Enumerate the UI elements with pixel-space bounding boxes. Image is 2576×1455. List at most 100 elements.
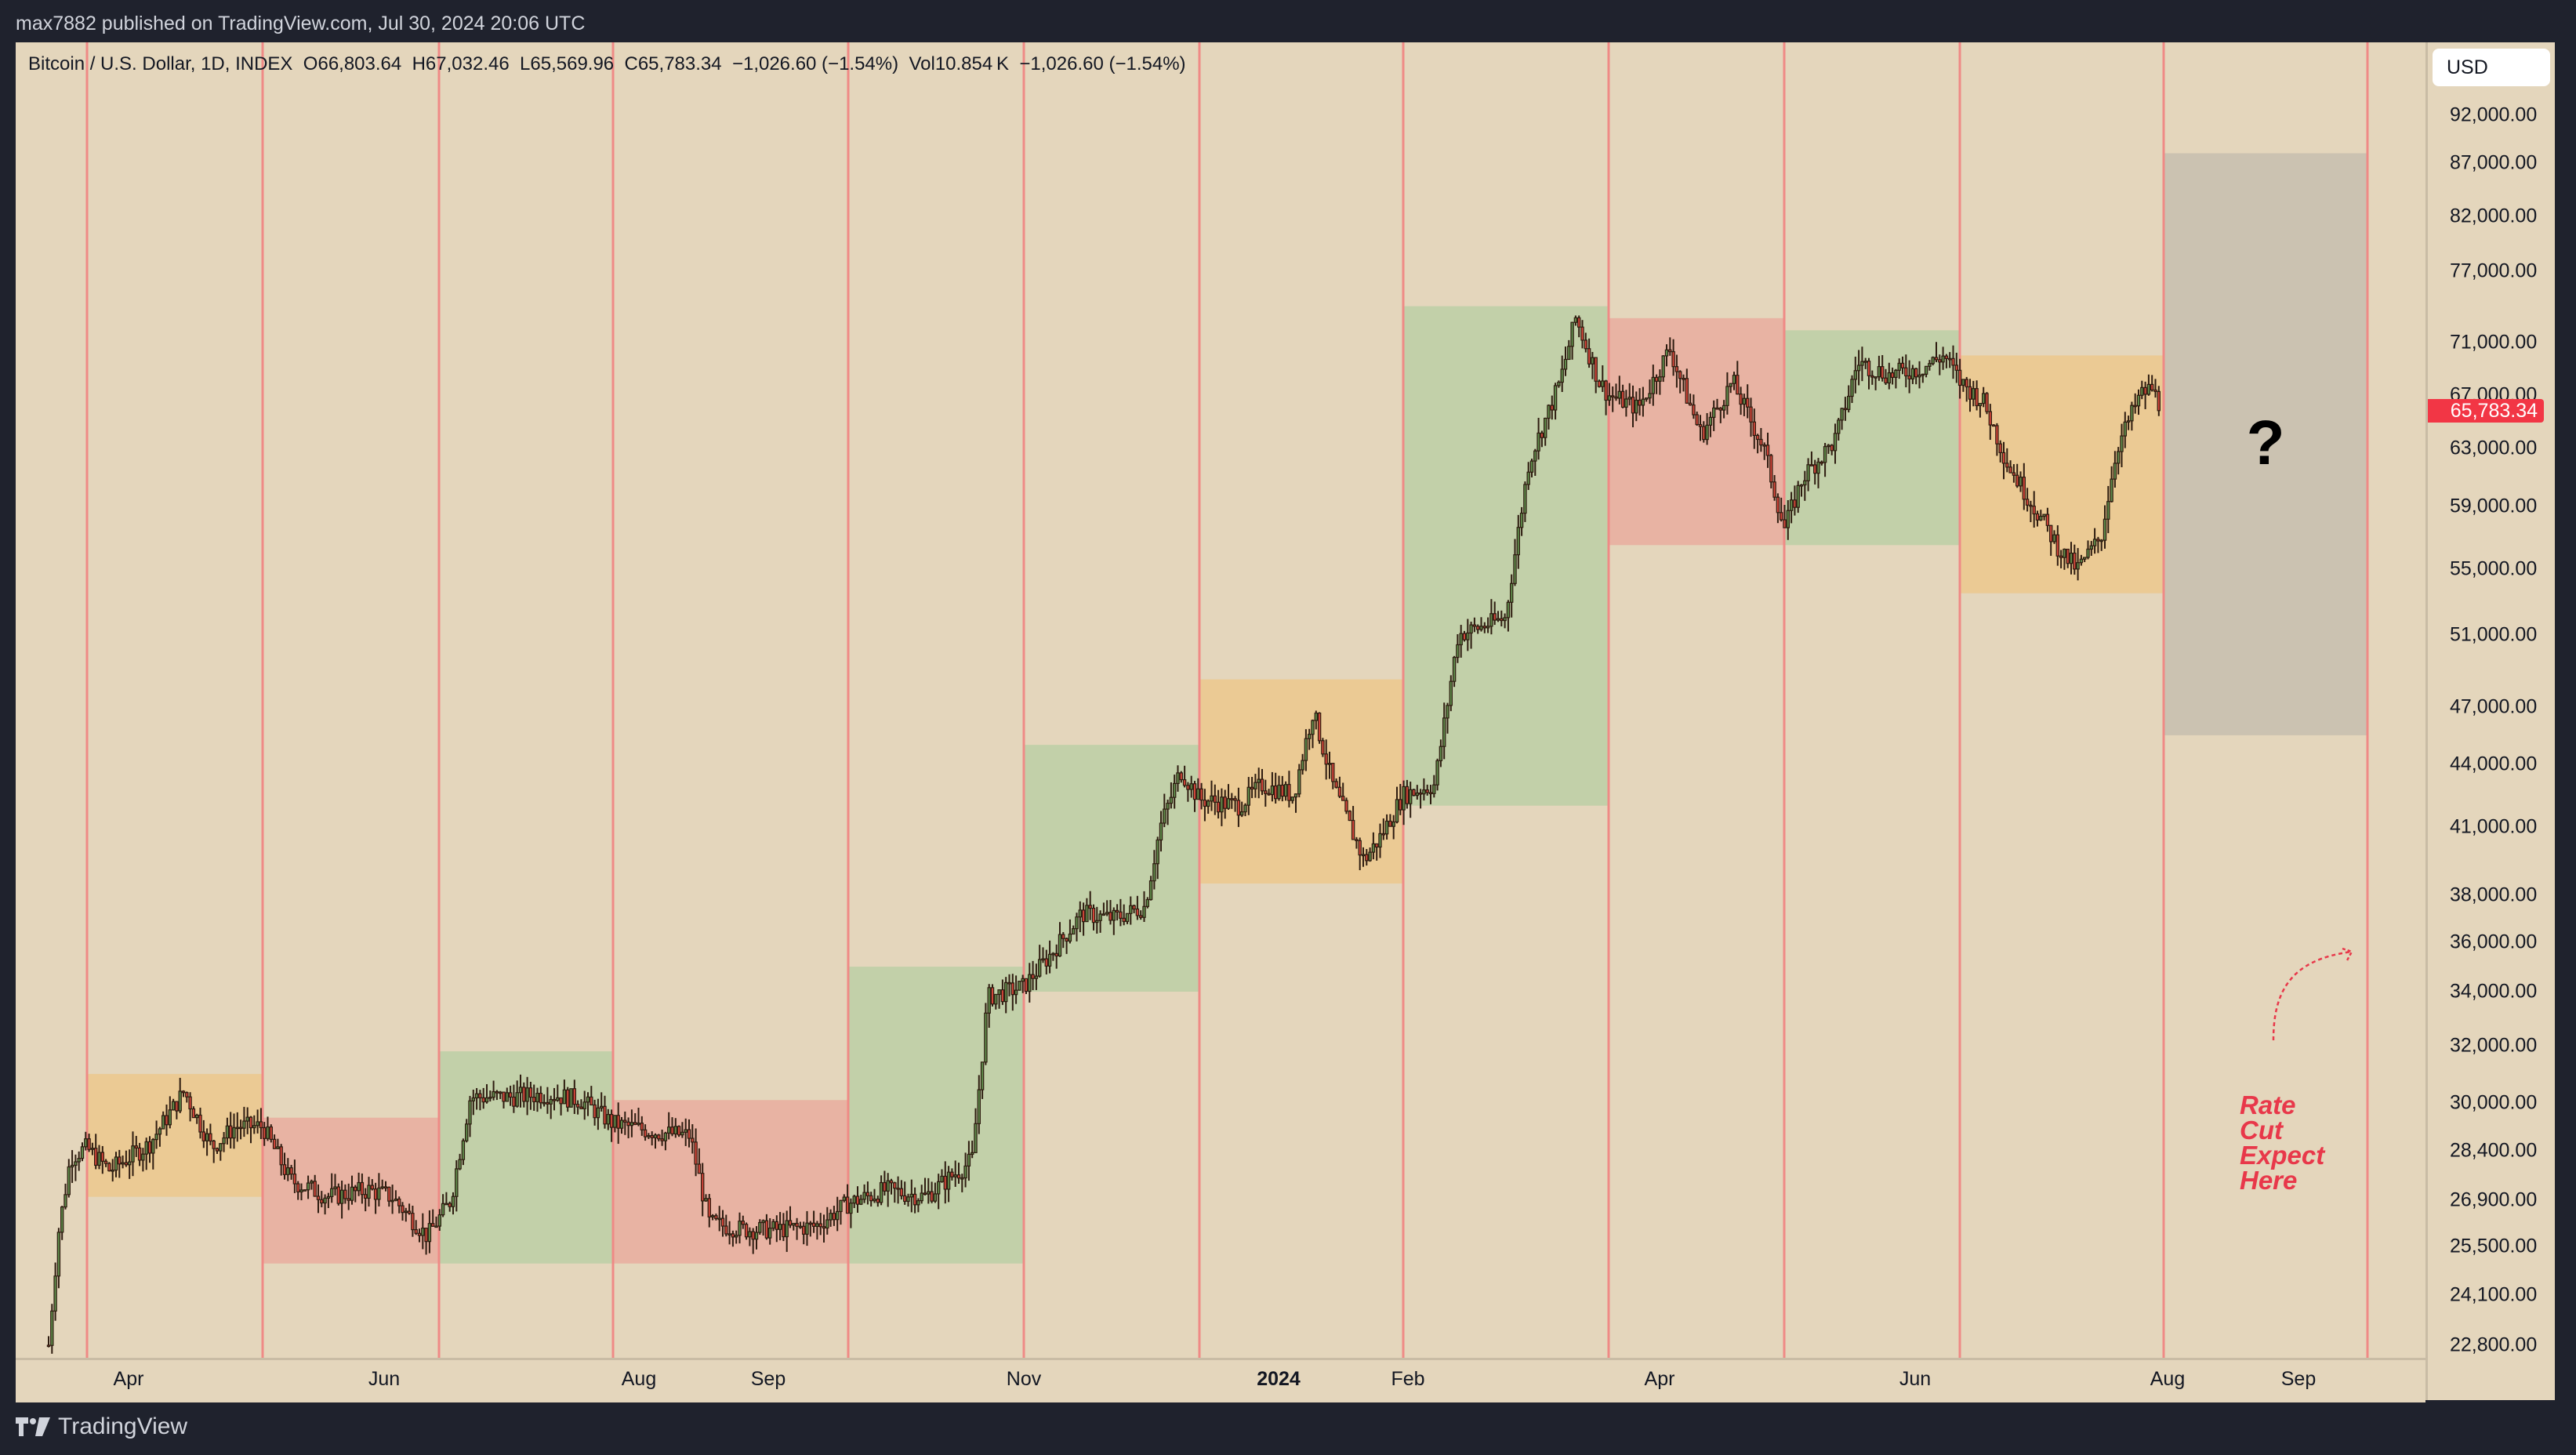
candle-up xyxy=(74,1161,78,1167)
price-axis[interactable]: USD 92,000.00 87,000.00 82,000.00 77,000.00… xyxy=(2425,42,2555,1400)
candle-up xyxy=(1856,365,1861,372)
candle-down xyxy=(593,1104,597,1119)
candle-up xyxy=(1105,912,1109,915)
currency-button[interactable]: USD xyxy=(2433,49,2550,86)
candle-up xyxy=(303,1189,307,1192)
candle-down xyxy=(691,1138,695,1143)
price-tick: 92,000.00 xyxy=(2450,103,2538,126)
candle-up xyxy=(767,1228,772,1239)
note-line: Here xyxy=(2240,1166,2298,1195)
candle-down xyxy=(572,1088,577,1105)
candle-down xyxy=(2032,506,2036,515)
candle-up xyxy=(596,1107,600,1119)
candle-up xyxy=(619,1119,624,1129)
candle-down xyxy=(640,1123,644,1130)
candle-down xyxy=(902,1195,907,1203)
zone-box-green xyxy=(1024,745,1199,992)
candle-up xyxy=(569,1088,573,1108)
time-label: Sep xyxy=(750,1368,786,1390)
candle-up xyxy=(2130,405,2134,422)
candle-up xyxy=(967,1153,971,1167)
candle-up xyxy=(1910,368,1915,379)
candle-up xyxy=(1982,393,1986,405)
candle-down xyxy=(249,1116,253,1129)
candle-up xyxy=(778,1224,782,1230)
candle-down xyxy=(1739,394,1743,405)
candle-down xyxy=(289,1167,293,1175)
candle-up xyxy=(606,1114,611,1125)
candle-up xyxy=(1529,460,1534,473)
candle-up xyxy=(1206,800,1210,807)
candle-up xyxy=(1112,909,1116,921)
candle-up xyxy=(1239,811,1244,816)
candle-up xyxy=(1516,527,1520,556)
candle-down xyxy=(1776,496,1780,513)
candle-up xyxy=(815,1223,819,1227)
candle-down xyxy=(1213,795,1217,803)
candle-up xyxy=(367,1185,371,1199)
candle-up xyxy=(562,1089,567,1105)
candle-down xyxy=(1957,369,1962,386)
candle-down xyxy=(1054,952,1058,956)
candle-up xyxy=(1658,376,1662,382)
candle-up xyxy=(245,1116,249,1122)
candlestick-chart[interactable] xyxy=(16,42,2425,1358)
candle-up xyxy=(1254,782,1257,789)
candle-up xyxy=(886,1180,890,1192)
candle-up xyxy=(1806,464,1810,481)
candle-up xyxy=(1189,783,1193,790)
candle-down xyxy=(1550,405,1554,411)
chart-plot-area[interactable]: Bitcoin / U.S. Dollar, 1D, INDEX O66,803… xyxy=(16,42,2425,1358)
candle-up xyxy=(1210,795,1214,802)
candle-down xyxy=(822,1226,826,1229)
candle-up xyxy=(1408,789,1413,804)
candle-up xyxy=(1246,786,1250,806)
candle-down xyxy=(626,1121,630,1127)
tradingview-logo-icon xyxy=(16,1417,50,1436)
candle-down xyxy=(346,1198,350,1201)
candle-up xyxy=(1557,381,1561,386)
candle-down xyxy=(124,1162,129,1166)
candle-up xyxy=(1301,760,1304,771)
candle-up xyxy=(1601,380,1605,387)
price-tick: 41,000.00 xyxy=(2450,815,2538,838)
candle-up xyxy=(2039,516,2043,521)
candle-up xyxy=(1634,399,1638,414)
candle-up xyxy=(1479,626,1483,630)
candle-up xyxy=(1159,822,1163,841)
candle-down xyxy=(2001,452,2006,464)
time-axis[interactable]: Apr Jun Aug Sep Nov 2024 Feb Apr Jun Aug Sep xyxy=(16,1358,2425,1402)
candle-up xyxy=(1314,713,1318,721)
price-tick: 38,000.00 xyxy=(2450,884,2538,906)
candle-up xyxy=(613,1115,617,1128)
candle-down xyxy=(1654,376,1659,382)
candle-down xyxy=(2049,524,2053,542)
candle-down xyxy=(448,1203,452,1207)
candle-down xyxy=(855,1196,860,1205)
candle-up xyxy=(1145,898,1149,907)
candle-up xyxy=(2106,501,2110,520)
candle-up xyxy=(50,1310,54,1346)
candle-down xyxy=(2073,552,2077,570)
candle-down xyxy=(1399,799,1402,811)
candle-up xyxy=(1645,397,1649,400)
candle-down xyxy=(2133,405,2137,408)
candle-up xyxy=(974,1123,978,1153)
candle-up xyxy=(984,1012,988,1063)
candle-up xyxy=(2103,518,2107,541)
candle-up xyxy=(310,1181,314,1184)
candle-up xyxy=(859,1199,863,1205)
candle-down xyxy=(1341,796,1345,801)
candle-down xyxy=(1321,740,1325,755)
candle-up xyxy=(2092,539,2097,546)
symbol-name[interactable]: Bitcoin / U.S. Dollar, 1D, INDEX xyxy=(28,53,293,74)
candle-down xyxy=(1186,785,1190,790)
candle-up xyxy=(1402,786,1406,811)
candle-down xyxy=(1780,512,1783,521)
candle-up xyxy=(1833,433,1838,452)
candle-down xyxy=(1007,981,1011,985)
candle-up xyxy=(2076,562,2080,570)
candle-down xyxy=(209,1133,212,1142)
candle-up xyxy=(927,1191,931,1195)
candle-down xyxy=(1203,799,1207,807)
